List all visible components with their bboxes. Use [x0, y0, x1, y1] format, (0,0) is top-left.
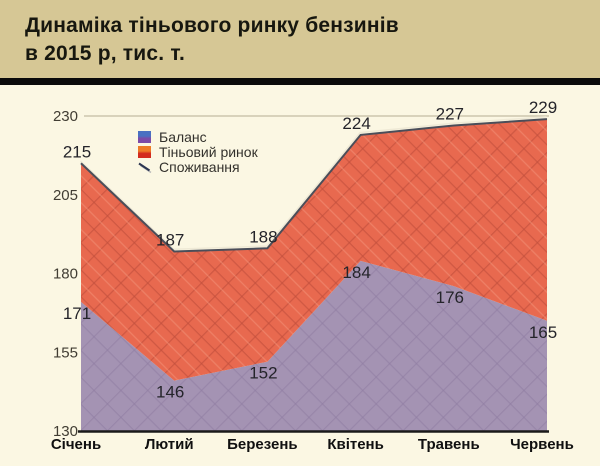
consumption-value-label: 227	[436, 104, 464, 123]
balance-value-label: 146	[156, 383, 184, 402]
consumption-value-label: 224	[342, 114, 370, 133]
consumption-value-label: 229	[529, 98, 557, 117]
legend-label-balance: Баланс	[159, 128, 207, 145]
y-tick-label: 205	[53, 187, 78, 204]
page-title-line1: Динаміка тіньового ринку бензинів	[25, 14, 399, 37]
title-bar: Динаміка тіньового ринку бензинів в 2015…	[0, 0, 600, 78]
balance-value-label: 171	[63, 304, 91, 323]
x-tick-label: Травень	[418, 436, 480, 453]
x-tick-label: Січень	[51, 436, 101, 453]
balance-area	[81, 260, 547, 431]
legend-label-consumption: Споживання	[159, 158, 240, 175]
legend-label-shadow-market: Тіньовий ринок	[159, 143, 258, 160]
balance-swatch-icon	[138, 130, 151, 143]
x-tick-label: Березень	[227, 436, 298, 453]
consumption-value-label: 215	[63, 142, 91, 161]
consumption-line	[80, 118, 548, 253]
y-tick-label: 130	[53, 423, 78, 440]
balance-value-label: 184	[342, 263, 370, 282]
page-title-line2: в 2015 р, тис. т.	[25, 42, 186, 65]
title-divider	[0, 78, 600, 85]
x-tick-label: Лютий	[145, 436, 194, 453]
legend-item-shadow-market: Тіньовий ринок	[138, 143, 258, 160]
page-title: Динаміка тіньового ринку бензинів в 2015…	[0, 0, 600, 68]
balance-value-label: 176	[436, 288, 464, 307]
y-tick-label: 180	[53, 266, 78, 283]
legend-item-consumption: Споживання	[138, 158, 258, 175]
chart-legend: Баланс Тіньовий ринок Споживання	[138, 128, 258, 175]
shadow-market-swatch-icon	[138, 145, 151, 158]
x-tick-label: Червень	[510, 436, 574, 453]
y-tick-label: 230	[53, 108, 78, 125]
consumption-line-icon	[138, 161, 152, 173]
y-tick-label: 155	[53, 344, 78, 361]
shadow-market-area	[81, 119, 547, 381]
consumption-value-label: 188	[249, 227, 277, 246]
balance-value-label: 152	[249, 364, 277, 383]
legend-item-balance: Баланс	[138, 128, 258, 145]
consumption-line-glow	[79, 116, 547, 251]
consumption-value-label: 187	[156, 230, 184, 249]
balance-value-label: 165	[529, 323, 557, 342]
x-tick-label: Квітень	[327, 436, 384, 453]
